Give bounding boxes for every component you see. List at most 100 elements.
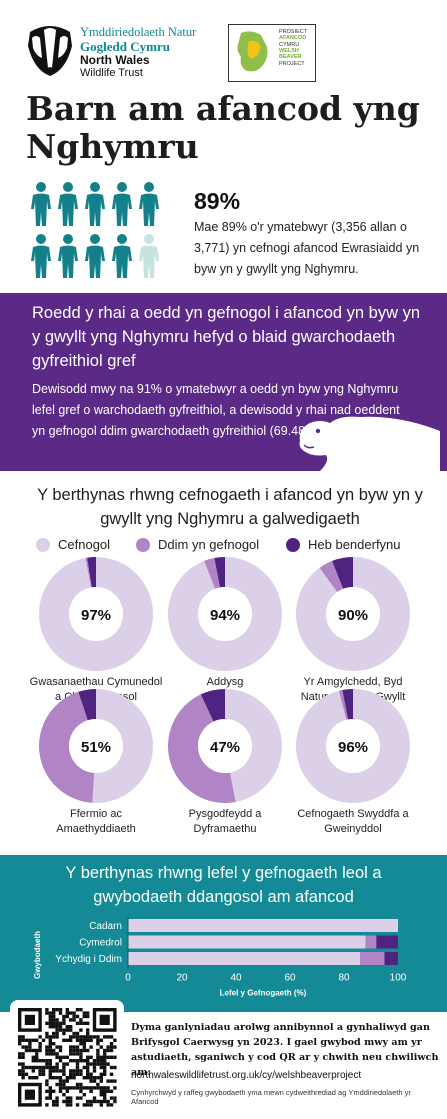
donut-slice <box>225 689 283 802</box>
project-line-3: CYMRU <box>279 41 300 48</box>
y-tick-label: Cadarn <box>89 921 122 932</box>
knowledge-heading: Y berthynas rhwng lefel y gefnogaeth leo… <box>65 864 382 906</box>
support-percent: 89% <box>194 188 241 214</box>
donut-category-label-line2: Dyframaethu <box>193 823 257 835</box>
donut-center-label: 51% <box>81 739 111 756</box>
donut-slice <box>338 690 348 720</box>
donut-category-label-line1: Pysgodfeydd a <box>188 808 262 820</box>
beaver-icon <box>299 416 440 471</box>
person-icon <box>85 234 105 278</box>
donut-slice <box>167 694 236 803</box>
donut-slice <box>296 557 410 671</box>
donut-category-label-line2: Amaethyddiaeth <box>56 823 136 835</box>
footer: Dyma ganlyniadau arolwg annibynnol a gyn… <box>0 1000 447 1118</box>
donut-slice <box>87 557 96 588</box>
project-line-5: BEAVER <box>279 54 302 61</box>
person-icon <box>58 234 78 278</box>
project-logo: PROSIECT AFANCOD CYMRU WELSH BEAVER PROJ… <box>228 24 316 82</box>
org-name: Ymddiriedolaeth Natur Gogledd Cymru Nort… <box>80 25 197 80</box>
donut-slice <box>296 689 410 803</box>
project-line-4: WELSH <box>279 47 299 54</box>
org-line-4: Wildlife Trust <box>80 67 143 80</box>
project-line-1: PROSIECT <box>279 29 308 35</box>
donut-center-label: 47% <box>210 739 240 756</box>
donut-category-label: Pysgodfeydd a Dyframaethu <box>155 807 295 837</box>
donut-slice <box>38 691 95 803</box>
support-description: Mae 89% o'r ymatebwyr (3,356 allan o 3,7… <box>194 220 420 276</box>
donut-slice <box>204 558 220 589</box>
person-icon <box>58 182 78 226</box>
donut-center-label: 94% <box>210 607 240 624</box>
donut-category-label-line2: Gweinyddol <box>324 823 382 835</box>
y-axis-title: Gwybodaeth <box>33 931 42 979</box>
donut-center-label: 97% <box>81 607 111 624</box>
donut-center-label: 96% <box>338 739 368 756</box>
person-icon <box>139 234 159 278</box>
project-line-6: PROJECT <box>279 60 305 67</box>
donut-slice <box>92 689 153 803</box>
footer-url[interactable]: northwaleswildlifetrust.org.uk/cy/welshb… <box>131 1070 362 1081</box>
donut-chart: 90% <box>296 557 410 671</box>
legend-item-supportive: Cefnogol <box>36 537 110 552</box>
donut-chart: 97% <box>38 557 153 671</box>
x-tick-label: 0 <box>125 973 131 984</box>
people-icon-grid <box>30 182 165 282</box>
org-line-2: Gogledd Cymru <box>80 38 170 54</box>
donut-category-label-line1: Ffermio ac <box>70 808 122 820</box>
qr-code[interactable] <box>10 1000 124 1114</box>
donut-category-label: Ffermio ac Amaethyddiaeth <box>26 807 166 837</box>
donut-chart: 47% <box>167 689 283 803</box>
donut-slice <box>78 689 96 721</box>
legend-item-undecided: Heb benderfynu <box>286 537 401 552</box>
person-icon <box>85 182 105 226</box>
bar-segment <box>128 952 361 965</box>
bar-segment <box>365 935 377 949</box>
donut-category-label-line1: Cefnogaeth Swyddfa a <box>297 808 409 820</box>
bar-segment <box>376 935 398 949</box>
person-icon <box>31 234 51 278</box>
legend-label-not-supportive: Ddim yn gefnogol <box>158 537 260 552</box>
legend-dot-supportive <box>36 537 50 552</box>
donut-category-label-line1: Addysg <box>206 676 244 688</box>
badger-logo-icon <box>28 26 72 76</box>
org-line-1: Ymddiriedolaeth Natur <box>80 25 197 39</box>
y-tick-label: Ychydig i Ddim <box>55 954 122 965</box>
y-tick-label: Cymedrol <box>79 938 122 949</box>
donut-category-label: Cefnogaeth Swyddfa a Gweinyddol <box>283 807 423 837</box>
donut-category-label: Addysg <box>155 675 295 690</box>
project-line-2: AFANCOD <box>279 35 307 42</box>
donut-slice <box>85 557 92 588</box>
legal-protection-section: Roedd y rhai a oedd yn gefnogol i afanco… <box>0 293 447 471</box>
wales-map-icon <box>237 31 268 72</box>
x-tick-label: 20 <box>176 973 188 984</box>
header: Ymddiriedolaeth Natur Gogledd Cymru Nort… <box>0 0 447 88</box>
legend-label-supportive: Cefnogol <box>58 537 111 552</box>
donut-slice <box>332 557 353 589</box>
footer-small-text: Cynhyrchwyd y raffeg gwybodaeth yma mewn… <box>131 1088 411 1106</box>
legal-protection-heading: Roedd y rhai a oedd yn gefnogol i afanco… <box>32 304 421 370</box>
donut-slice <box>214 557 225 588</box>
legal-protection-body: Dewisodd mwy na 91% o ymatebwyr a oedd y… <box>32 382 400 438</box>
donut-chart: 94% <box>168 557 282 671</box>
occupation-heading: Y berthynas rhwng cefnogaeth i afancod y… <box>37 486 423 528</box>
x-tick-label: 40 <box>230 973 242 984</box>
org-line-3: North Wales <box>80 53 150 68</box>
donut-slice <box>38 557 153 671</box>
x-axis-title: Lefel y Gefnogaeth (%) <box>220 989 307 998</box>
footer-main-text: Dyma ganlyniadau arolwg annibynnol a gyn… <box>131 1022 439 1078</box>
donut-category-label-line1: Yr Amgylchedd, Byd <box>303 676 403 688</box>
legend-dot-undecided <box>286 537 300 552</box>
person-icon <box>139 182 159 226</box>
person-icon <box>31 182 51 226</box>
donut-category-label-line1: Gwasanaethau Cymunedol <box>29 676 163 688</box>
legend-label-undecided: Heb benderfynu <box>308 537 401 552</box>
page-title: Barn am afancod yng Nghymru <box>26 89 420 166</box>
person-icon <box>112 234 132 278</box>
donut-slice <box>319 561 344 593</box>
donut-chart: 51% <box>38 689 153 803</box>
legend-item-not-supportive: Ddim yn gefnogol <box>136 537 259 552</box>
legend: Cefnogol Ddim yn gefnogol Heb benderfynu <box>36 537 436 557</box>
donut-slice <box>342 689 353 720</box>
qr-code-icon <box>18 1008 117 1107</box>
